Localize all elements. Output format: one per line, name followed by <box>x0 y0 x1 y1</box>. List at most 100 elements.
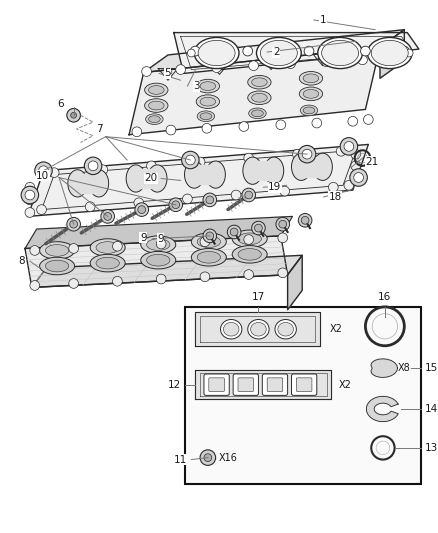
Polygon shape <box>144 30 404 72</box>
Circle shape <box>30 246 39 255</box>
Ellipse shape <box>248 319 269 339</box>
Ellipse shape <box>251 110 263 117</box>
Circle shape <box>203 229 217 243</box>
Polygon shape <box>367 397 398 422</box>
Ellipse shape <box>198 41 235 66</box>
Circle shape <box>348 116 358 126</box>
Circle shape <box>278 233 288 243</box>
Text: 5: 5 <box>164 68 171 78</box>
Text: 18: 18 <box>328 192 342 202</box>
Circle shape <box>67 217 81 231</box>
Circle shape <box>354 173 364 182</box>
Circle shape <box>302 149 312 159</box>
Ellipse shape <box>148 101 164 110</box>
Ellipse shape <box>215 64 223 69</box>
Ellipse shape <box>164 70 172 75</box>
Circle shape <box>25 190 35 200</box>
Circle shape <box>351 173 360 182</box>
Ellipse shape <box>200 113 212 119</box>
Ellipse shape <box>303 90 319 98</box>
Circle shape <box>336 147 346 156</box>
Text: 11: 11 <box>174 455 187 465</box>
Circle shape <box>25 195 35 205</box>
Ellipse shape <box>141 252 176 269</box>
Circle shape <box>67 108 81 122</box>
Circle shape <box>351 149 360 159</box>
Ellipse shape <box>248 91 271 104</box>
FancyBboxPatch shape <box>267 378 283 391</box>
Circle shape <box>244 153 254 163</box>
Text: 12: 12 <box>167 379 180 390</box>
Circle shape <box>37 205 46 214</box>
Ellipse shape <box>197 236 220 247</box>
Polygon shape <box>81 174 96 193</box>
Circle shape <box>312 118 321 128</box>
Ellipse shape <box>321 41 359 66</box>
Ellipse shape <box>319 55 326 60</box>
Text: 7: 7 <box>97 124 103 134</box>
Ellipse shape <box>39 257 74 275</box>
Ellipse shape <box>68 169 87 197</box>
Ellipse shape <box>303 107 315 114</box>
Ellipse shape <box>232 246 267 263</box>
FancyBboxPatch shape <box>233 374 258 395</box>
Circle shape <box>293 149 302 159</box>
Ellipse shape <box>220 319 242 339</box>
Ellipse shape <box>148 116 160 123</box>
Ellipse shape <box>300 105 318 116</box>
Circle shape <box>25 208 35 217</box>
Text: X16: X16 <box>219 453 237 463</box>
Circle shape <box>276 120 286 130</box>
Circle shape <box>169 198 183 212</box>
Circle shape <box>230 228 238 236</box>
Circle shape <box>49 168 59 177</box>
Ellipse shape <box>206 161 226 188</box>
Ellipse shape <box>191 248 226 266</box>
Circle shape <box>239 122 249 132</box>
Circle shape <box>200 272 210 281</box>
Ellipse shape <box>196 79 219 93</box>
Circle shape <box>39 166 48 175</box>
Circle shape <box>195 157 205 167</box>
Circle shape <box>280 186 290 196</box>
Circle shape <box>279 220 286 228</box>
Ellipse shape <box>46 260 69 272</box>
Circle shape <box>71 112 77 118</box>
Ellipse shape <box>147 239 170 251</box>
Bar <box>185 307 421 484</box>
Circle shape <box>85 157 102 175</box>
Circle shape <box>176 64 185 75</box>
Text: 8: 8 <box>18 256 25 266</box>
Circle shape <box>187 49 195 57</box>
Circle shape <box>113 241 122 251</box>
Ellipse shape <box>232 230 267 247</box>
Ellipse shape <box>292 153 311 181</box>
Ellipse shape <box>46 245 69 256</box>
Ellipse shape <box>238 233 261 245</box>
Circle shape <box>182 151 199 169</box>
Ellipse shape <box>90 254 125 272</box>
Circle shape <box>340 138 358 155</box>
Circle shape <box>88 161 98 171</box>
Ellipse shape <box>238 248 261 260</box>
Ellipse shape <box>313 153 332 181</box>
Circle shape <box>298 146 316 163</box>
Circle shape <box>191 46 200 56</box>
Circle shape <box>202 124 212 133</box>
Ellipse shape <box>243 157 262 184</box>
Circle shape <box>204 454 212 462</box>
Ellipse shape <box>148 165 167 192</box>
Circle shape <box>321 57 332 67</box>
Ellipse shape <box>96 257 119 269</box>
Circle shape <box>206 196 214 204</box>
Circle shape <box>242 188 255 202</box>
Circle shape <box>328 182 338 192</box>
Circle shape <box>132 127 142 136</box>
Circle shape <box>113 277 122 286</box>
Ellipse shape <box>371 41 408 66</box>
Ellipse shape <box>96 241 119 253</box>
Circle shape <box>286 59 295 69</box>
Circle shape <box>254 224 262 232</box>
Circle shape <box>231 190 241 200</box>
Ellipse shape <box>197 111 215 122</box>
